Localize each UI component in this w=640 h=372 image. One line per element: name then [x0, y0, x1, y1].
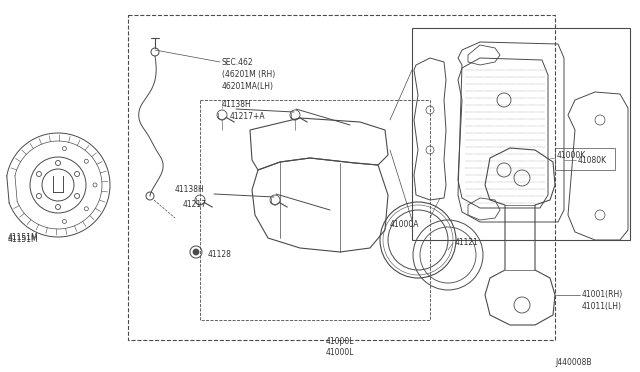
Text: 46201MA(LH): 46201MA(LH) — [222, 82, 274, 91]
Text: 41128: 41128 — [208, 250, 232, 259]
Text: 41217+A: 41217+A — [230, 112, 266, 121]
Text: 41151M: 41151M — [8, 233, 38, 242]
Text: (46201M (RH): (46201M (RH) — [222, 70, 275, 79]
Bar — [412, 28, 630, 240]
Text: 41151M: 41151M — [8, 235, 38, 244]
Text: J440008B: J440008B — [555, 358, 591, 367]
Circle shape — [193, 249, 199, 255]
Text: 41121: 41121 — [455, 238, 479, 247]
Bar — [555, 148, 615, 170]
Bar — [200, 100, 430, 320]
Text: 41000K: 41000K — [557, 151, 586, 160]
Text: 41138H: 41138H — [222, 100, 252, 109]
Text: 41000L: 41000L — [326, 348, 355, 357]
Text: 41138H: 41138H — [175, 185, 205, 194]
Text: 41217: 41217 — [183, 200, 207, 209]
Text: SEC.462: SEC.462 — [222, 58, 253, 67]
Text: 41000A: 41000A — [390, 220, 419, 229]
Text: 41000L: 41000L — [326, 337, 355, 346]
Text: 41080K: 41080K — [578, 156, 607, 165]
Text: 41001(RH): 41001(RH) — [582, 290, 623, 299]
Text: 41011(LH): 41011(LH) — [582, 302, 622, 311]
Bar — [128, 15, 555, 340]
